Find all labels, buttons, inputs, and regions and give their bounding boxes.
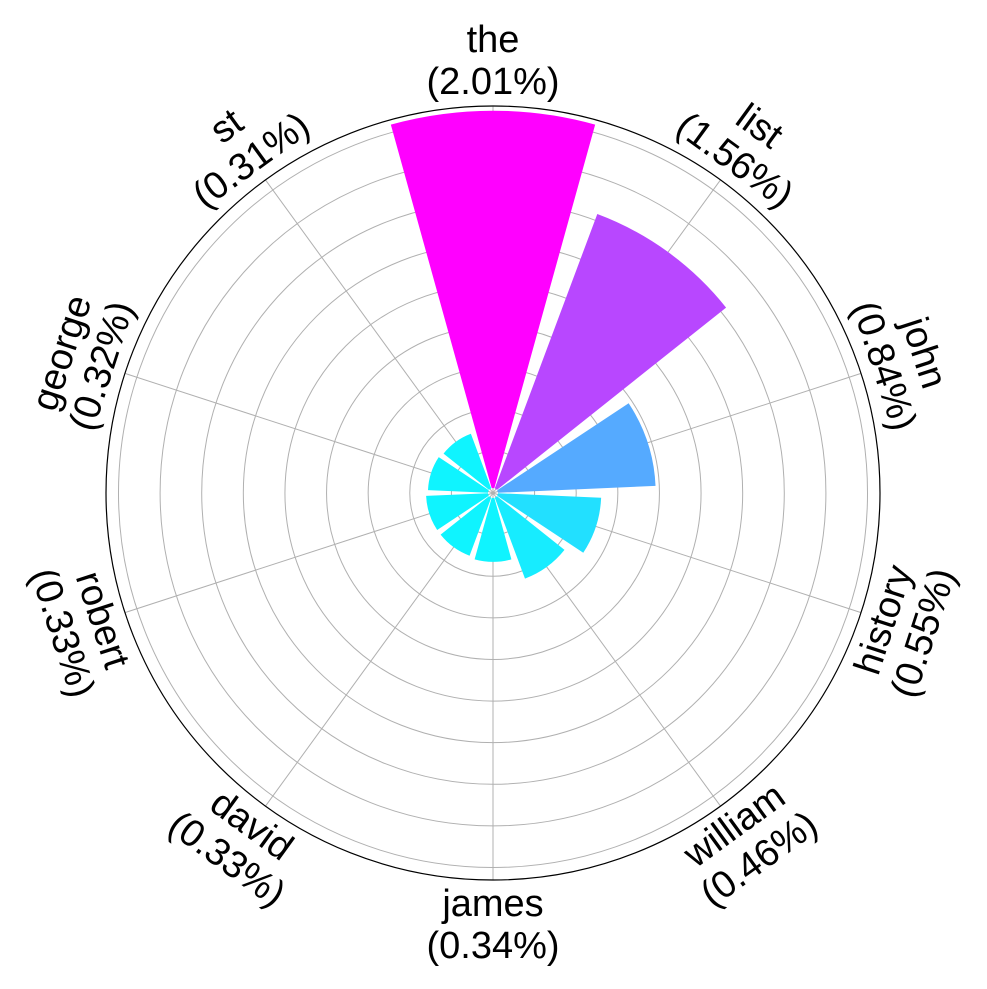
bar-list: [494, 214, 727, 490]
outer-ring: [105, 105, 881, 881]
label-james: james(0.34%): [426, 883, 559, 967]
category-percent: (0.34%): [426, 925, 559, 967]
bar-john: [497, 403, 656, 493]
bars: [390, 110, 727, 579]
bar-william: [494, 496, 565, 579]
label-george: george(0.32%): [24, 290, 143, 436]
bar-the: [390, 110, 596, 489]
category-percent: (2.01%): [426, 61, 559, 103]
category-name: james: [441, 883, 543, 925]
label-william: william(0.46%): [675, 775, 825, 916]
bar-david: [440, 496, 492, 556]
grid-spoke: [265, 179, 494, 494]
label-david: david(0.33%): [161, 782, 301, 916]
label-robert: robert(0.33%): [22, 563, 138, 703]
label-st: st(0.31%): [185, 101, 317, 217]
label-john: john(0.84%): [843, 296, 955, 436]
bar-george: [427, 457, 489, 493]
bar-history: [497, 493, 602, 553]
label-history: history(0.55%): [847, 560, 965, 702]
bar-robert: [426, 493, 489, 530]
category-name: the: [467, 19, 520, 61]
bar-james: [474, 497, 512, 562]
bar-st: [443, 433, 492, 490]
label-list: list(1.56%): [668, 96, 800, 217]
label-the: the(2.01%): [426, 19, 559, 103]
